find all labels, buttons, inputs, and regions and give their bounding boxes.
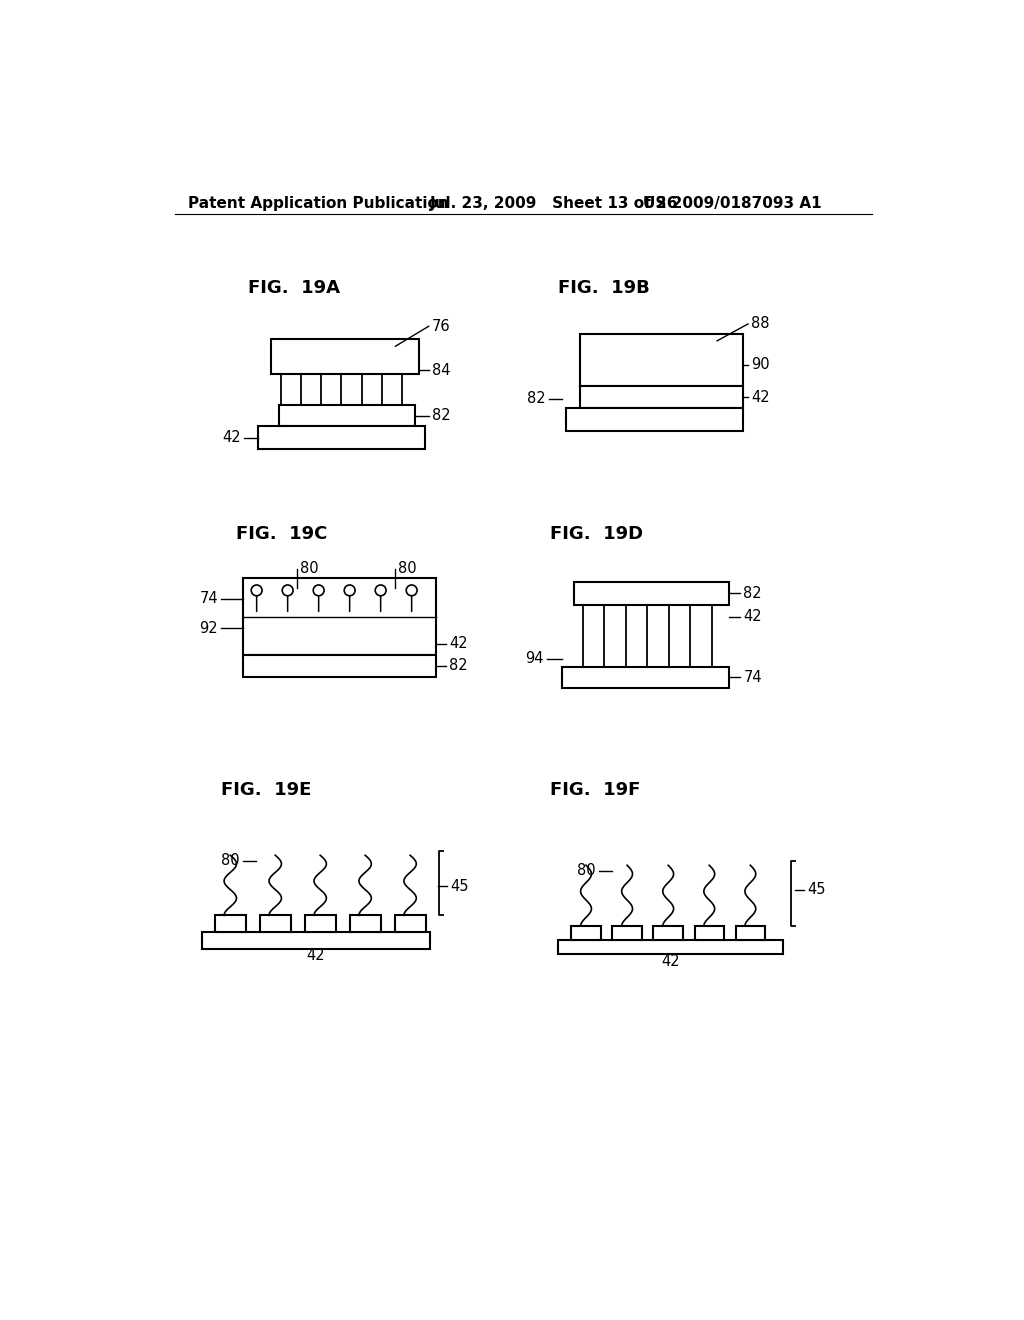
Circle shape <box>407 585 417 595</box>
Text: Patent Application Publication: Patent Application Publication <box>188 195 450 211</box>
Text: Jul. 23, 2009   Sheet 13 of 26: Jul. 23, 2009 Sheet 13 of 26 <box>430 195 679 211</box>
Bar <box>202 932 430 949</box>
Circle shape <box>283 585 293 595</box>
Text: 80: 80 <box>578 863 596 878</box>
Text: 80: 80 <box>221 853 240 869</box>
Text: 76: 76 <box>432 318 451 334</box>
Circle shape <box>344 585 355 595</box>
Bar <box>258 426 425 450</box>
Text: 82: 82 <box>449 659 468 673</box>
Text: 45: 45 <box>807 882 825 898</box>
Circle shape <box>251 585 262 595</box>
Text: FIG.  19C: FIG. 19C <box>237 525 328 543</box>
Text: 42: 42 <box>743 609 762 624</box>
Text: 74: 74 <box>200 591 218 606</box>
Text: 82: 82 <box>743 586 762 601</box>
Circle shape <box>313 585 324 595</box>
Bar <box>580 387 742 408</box>
Bar <box>694 927 724 940</box>
Bar <box>271 339 419 374</box>
Circle shape <box>375 585 386 595</box>
Text: 90: 90 <box>751 358 770 372</box>
Bar <box>653 927 683 940</box>
Text: 88: 88 <box>751 317 770 331</box>
Text: 74: 74 <box>743 669 762 685</box>
Text: 42: 42 <box>751 389 770 405</box>
Bar <box>566 408 742 432</box>
Text: 80: 80 <box>398 561 417 577</box>
Bar <box>558 940 783 954</box>
Bar <box>562 667 729 688</box>
Text: 42: 42 <box>449 636 468 651</box>
Text: FIG.  19B: FIG. 19B <box>558 279 650 297</box>
Text: US 2009/0187093 A1: US 2009/0187093 A1 <box>643 195 822 211</box>
Bar <box>280 405 415 426</box>
Text: 82: 82 <box>527 391 546 407</box>
Bar <box>243 578 436 655</box>
Bar <box>260 915 291 932</box>
Text: 80: 80 <box>300 561 318 577</box>
Bar <box>305 915 336 932</box>
Text: 94: 94 <box>525 651 544 667</box>
Text: 92: 92 <box>200 620 218 636</box>
Text: FIG.  19F: FIG. 19F <box>550 781 641 799</box>
Text: 45: 45 <box>451 879 469 894</box>
Text: 82: 82 <box>432 408 451 424</box>
Text: FIG.  19E: FIG. 19E <box>221 781 311 799</box>
Bar <box>573 582 729 605</box>
Bar <box>612 927 642 940</box>
Bar <box>349 915 381 932</box>
Bar <box>215 915 246 932</box>
Text: 42: 42 <box>306 948 325 962</box>
Text: 84: 84 <box>432 363 451 378</box>
Bar <box>394 915 426 932</box>
Bar <box>243 655 436 677</box>
Bar <box>571 927 601 940</box>
Text: 42: 42 <box>222 430 241 445</box>
Bar <box>735 927 765 940</box>
Bar <box>580 334 742 387</box>
Text: FIG.  19A: FIG. 19A <box>248 279 340 297</box>
Text: 42: 42 <box>662 954 680 969</box>
Text: FIG.  19D: FIG. 19D <box>550 525 643 543</box>
